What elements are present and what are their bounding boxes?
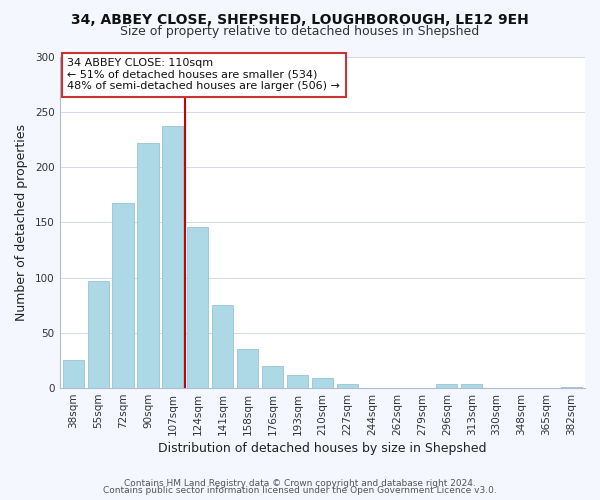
Text: 34 ABBEY CLOSE: 110sqm
← 51% of detached houses are smaller (534)
48% of semi-de: 34 ABBEY CLOSE: 110sqm ← 51% of detached… xyxy=(67,58,340,92)
Bar xyxy=(112,204,134,388)
Bar xyxy=(561,387,582,388)
Text: 34, ABBEY CLOSE, SHEPSHED, LOUGHBOROUGH, LE12 9EH: 34, ABBEY CLOSE, SHEPSHED, LOUGHBOROUGH,… xyxy=(71,12,529,26)
Bar xyxy=(311,378,333,388)
Bar xyxy=(88,281,109,388)
Bar xyxy=(137,142,158,388)
Bar xyxy=(212,305,233,388)
Bar xyxy=(461,384,482,388)
Bar xyxy=(237,350,258,388)
Text: Contains public sector information licensed under the Open Government Licence v3: Contains public sector information licen… xyxy=(103,486,497,495)
Text: Size of property relative to detached houses in Shepshed: Size of property relative to detached ho… xyxy=(121,25,479,38)
Bar xyxy=(187,226,208,388)
Bar xyxy=(287,375,308,388)
Bar xyxy=(436,384,457,388)
X-axis label: Distribution of detached houses by size in Shepshed: Distribution of detached houses by size … xyxy=(158,442,487,455)
Bar xyxy=(62,360,84,388)
Bar xyxy=(337,384,358,388)
Bar xyxy=(162,126,184,388)
Y-axis label: Number of detached properties: Number of detached properties xyxy=(15,124,28,321)
Text: Contains HM Land Registry data © Crown copyright and database right 2024.: Contains HM Land Registry data © Crown c… xyxy=(124,478,476,488)
Bar xyxy=(262,366,283,388)
